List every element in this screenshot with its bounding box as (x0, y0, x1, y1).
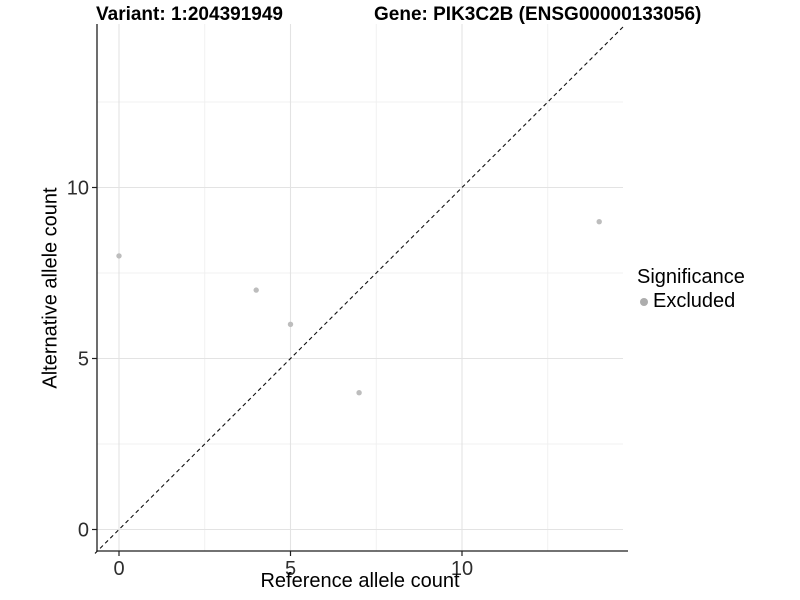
y-tick-label: 10 (67, 178, 89, 200)
x-tick-label: 5 (285, 558, 296, 580)
data-point (116, 253, 122, 259)
plot-title-variant: Variant: 1:204391949 (96, 4, 283, 25)
plot-title-gene: Gene: PIK3C2B (ENSG00000133056) (374, 4, 702, 25)
x-axis-title: Reference allele count (260, 570, 460, 592)
legend-entry-label: Excluded (653, 290, 736, 312)
legend-title: Significance (637, 266, 745, 288)
data-point (287, 321, 294, 327)
y-axis-title: Alternative allele count (39, 187, 62, 389)
y-tick-label: 5 (78, 349, 89, 371)
y-tick-label: 0 (78, 520, 89, 542)
identity-dashed-line (94, 24, 626, 554)
data-point (253, 287, 259, 293)
data-point (356, 390, 362, 396)
data-point (596, 219, 602, 225)
x-tick-label: 10 (451, 558, 473, 580)
legend-point-icon (640, 297, 648, 306)
legend-entry-excluded: Excluded (637, 290, 745, 313)
legend: Significance Excluded (637, 266, 745, 313)
x-tick-label: 0 (113, 558, 124, 580)
